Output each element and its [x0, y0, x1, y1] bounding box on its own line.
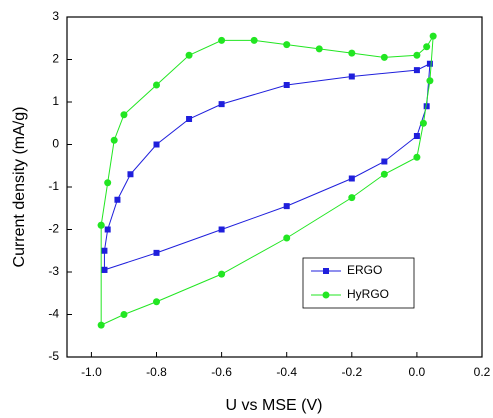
y-tick-label: -4	[48, 307, 59, 321]
data-point	[423, 103, 430, 110]
y-tick-label: -2	[48, 222, 59, 236]
data-point	[114, 196, 121, 203]
data-point	[423, 43, 431, 51]
data-point	[315, 45, 323, 53]
data-point	[97, 321, 105, 329]
y-tick-label: -3	[48, 264, 59, 278]
data-point	[413, 153, 421, 161]
data-point	[380, 53, 388, 61]
x-tick-label: 0.2	[474, 365, 491, 379]
data-point	[120, 311, 128, 318]
data-point	[218, 36, 226, 44]
data-point	[110, 136, 118, 144]
data-point	[283, 82, 290, 88]
data-point	[429, 32, 437, 40]
data-point	[127, 171, 134, 178]
data-point	[426, 77, 434, 85]
data-point	[153, 249, 160, 256]
y-tick-label: 0	[52, 137, 59, 151]
y-tick-label: 3	[52, 9, 59, 23]
data-point	[283, 41, 291, 49]
data-point	[250, 36, 258, 44]
x-axis-title: U vs MSE (V)	[226, 397, 323, 414]
data-point	[101, 266, 108, 273]
data-point	[413, 51, 421, 59]
legend-marker	[323, 268, 329, 274]
data-point	[153, 141, 160, 148]
data-point	[380, 170, 388, 178]
data-point	[218, 101, 225, 108]
data-point	[348, 194, 356, 202]
y-axis-title: Current density (mA/g)	[11, 107, 28, 268]
data-point	[413, 133, 420, 139]
data-point	[413, 67, 420, 74]
y-tick-label: -1	[48, 179, 59, 193]
legend-marker	[322, 291, 330, 299]
data-point	[218, 226, 225, 233]
data-point	[104, 179, 112, 187]
y-tick-label: 1	[52, 94, 59, 108]
legend-label: HyRGO	[347, 287, 389, 301]
y-tick-label: -5	[48, 349, 59, 363]
x-tick-label: -0.2	[341, 365, 362, 379]
data-point	[283, 234, 291, 242]
data-point	[348, 73, 355, 80]
data-point	[381, 158, 388, 165]
data-point	[153, 81, 161, 89]
legend-label: ERGO	[347, 263, 382, 277]
x-tick-label: -0.6	[211, 365, 232, 379]
legend-box	[302, 257, 415, 309]
data-point	[426, 60, 433, 67]
data-point	[186, 116, 193, 122]
data-point	[185, 51, 193, 59]
data-point	[348, 49, 356, 57]
y-tick-label: 2	[52, 52, 59, 66]
series-line	[100, 35, 434, 326]
x-tick-label: 0.0	[409, 365, 426, 379]
data-point	[120, 111, 128, 119]
data-point	[419, 119, 427, 127]
data-point	[348, 175, 355, 182]
series-line	[103, 62, 431, 271]
data-point	[153, 298, 161, 306]
data-point	[283, 203, 290, 210]
x-tick-label: -0.4	[276, 365, 297, 379]
x-tick-label: -1.0	[81, 365, 102, 379]
data-point	[104, 226, 111, 233]
data-point	[218, 270, 226, 278]
x-tick-label: -0.8	[146, 365, 167, 379]
data-point	[101, 247, 108, 254]
data-point	[97, 221, 105, 229]
